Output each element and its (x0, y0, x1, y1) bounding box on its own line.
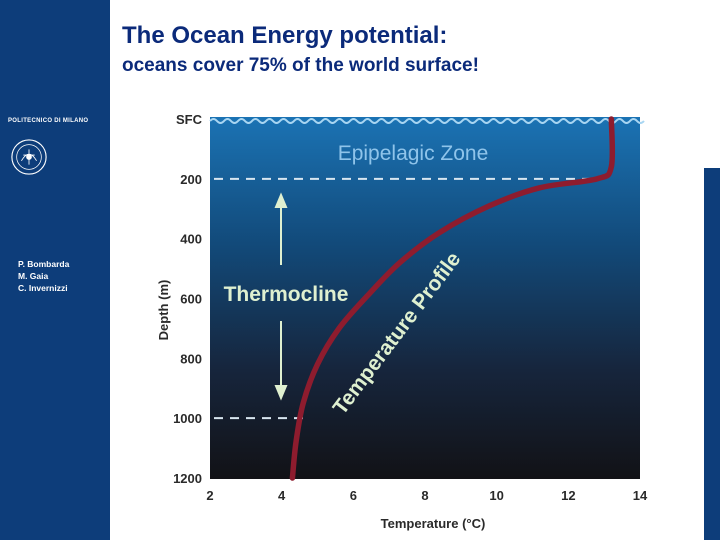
y-tick-label: SFC (176, 112, 203, 127)
temperature-profile-line (289, 116, 616, 481)
x-tick-label: 2 (206, 488, 213, 503)
university-seal-icon (11, 139, 47, 175)
x-tick-label: 14 (633, 488, 648, 503)
sidebar: POLITECNICO DI MILANO P. Bombarda M. Gai… (0, 0, 110, 540)
thermocline-label: Thermocline (224, 283, 349, 306)
author-3: C. Invernizzi (18, 283, 68, 293)
x-tick-label: 6 (350, 488, 357, 503)
ocean-temperature-chart: SFC 200 400 600 800 1000 1200 2 4 6 8 10 12 14 Epipe… (156, 112, 648, 531)
x-tick-label: 8 (421, 488, 428, 503)
slide-title: The Ocean Energy potential: (122, 22, 448, 49)
thermocline-arrow-up (274, 192, 288, 265)
wave-line (209, 118, 645, 124)
x-tick-label: 4 (278, 488, 286, 503)
y-tick-label: 1200 (173, 471, 202, 486)
author-2: M. Gaia (18, 271, 49, 281)
authors: P. Bombarda M. Gaia C. Invernizzi (18, 258, 69, 294)
x-axis-label: Temperature (°C) (381, 516, 486, 531)
y-tick-label: 800 (180, 351, 202, 366)
y-tick-label: 400 (180, 232, 202, 247)
x-tick-label: 10 (489, 488, 503, 503)
thermocline-arrow-down (274, 321, 288, 401)
y-tick-label: 200 (180, 172, 202, 187)
right-accent-bar (704, 168, 720, 540)
institution-name: POLITECNICO DI MILANO (8, 118, 89, 124)
author-1: P. Bombarda (18, 259, 70, 269)
y-axis-label: Depth (m) (156, 280, 171, 341)
x-tick-label: 12 (561, 488, 575, 503)
slide-subtitle: oceans cover 75% of the world surface! (122, 55, 479, 76)
epipelagic-zone-label: Epipelagic Zone (338, 142, 489, 165)
y-tick-label: 600 (180, 292, 202, 307)
y-tick-label: 1000 (173, 411, 202, 426)
